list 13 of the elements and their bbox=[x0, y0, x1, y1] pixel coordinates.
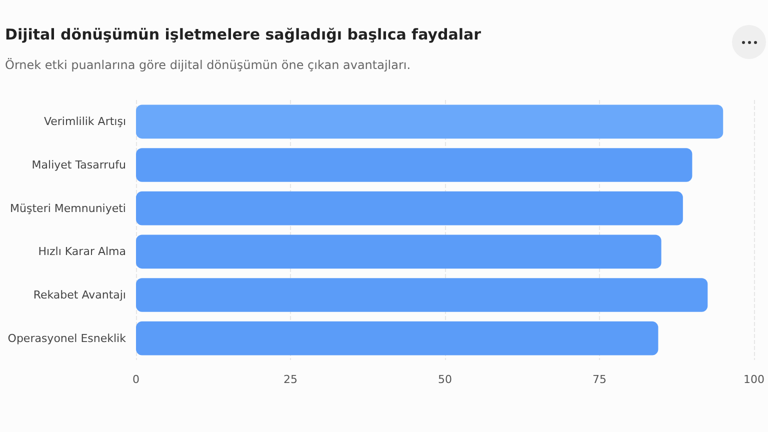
y-tick-label: Operasyonel Esneklik bbox=[8, 332, 127, 345]
y-tick-label: Müşteri Memnuniyeti bbox=[10, 202, 126, 215]
x-tick-label: 100 bbox=[744, 373, 764, 386]
x-tick-label: 25 bbox=[284, 373, 298, 386]
y-tick-label: Verimlilik Artışı bbox=[44, 115, 126, 128]
y-tick-label: Hızlı Karar Alma bbox=[38, 245, 126, 258]
y-tick-label: Maliyet Tasarrufu bbox=[32, 158, 126, 172]
x-tick-label: 50 bbox=[438, 373, 452, 386]
y-tick-label: Rekabet Avantajı bbox=[33, 288, 126, 302]
x-tick-label: 75 bbox=[592, 373, 606, 386]
x-tick-label: 0 bbox=[132, 373, 140, 386]
chart-title: Dijital dönüşümün işletmelere sağladığı başlıca faydalar bbox=[5, 26, 482, 44]
chart-subtitle: Örnek etki puanlarına göre dijital dönüşümün öne çıkan avantajları. bbox=[5, 58, 411, 72]
